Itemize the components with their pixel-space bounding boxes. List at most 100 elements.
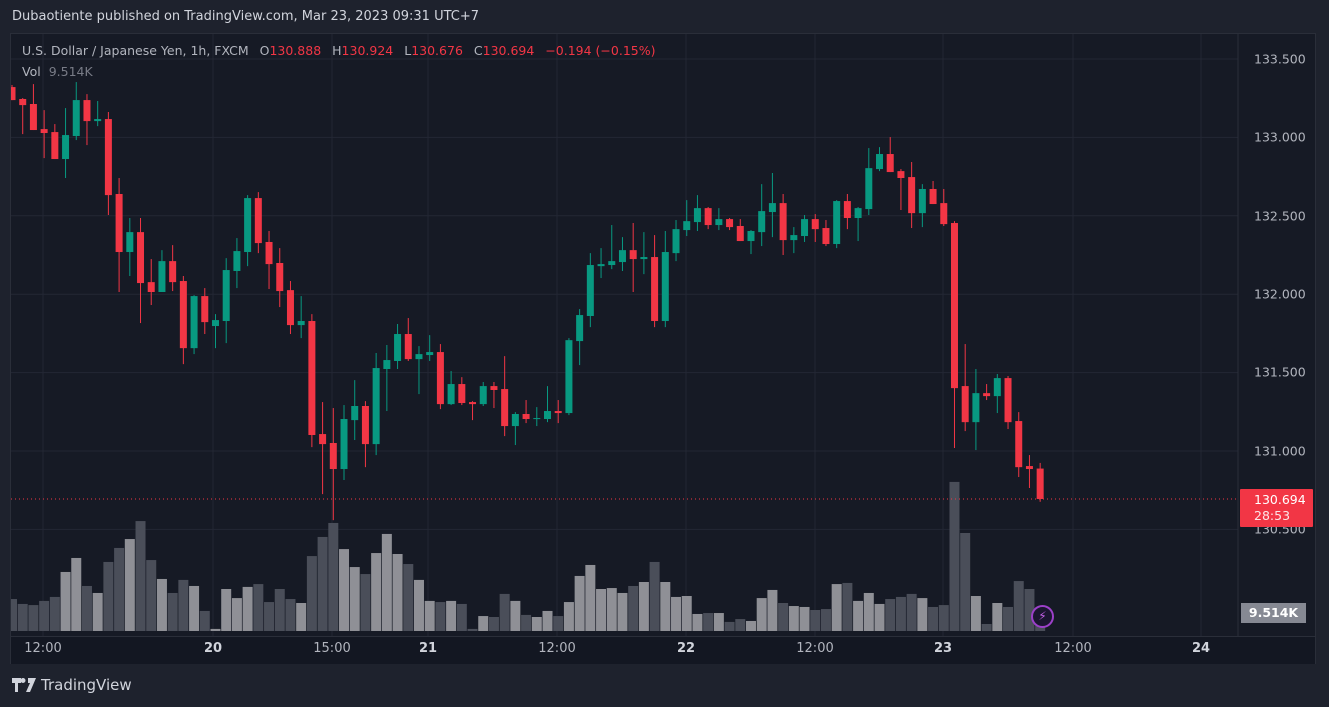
time-tick: 22 [676,641,696,656]
candle-body [629,250,637,260]
candle-body [940,203,948,225]
candle-body [854,208,862,218]
volume-bar [938,605,949,631]
candle-body [297,321,305,326]
volume-bar [178,579,189,631]
price-tick: 131.000 [1254,443,1306,459]
price-tick: 132.000 [1254,286,1306,302]
candle-body [661,252,669,322]
volume-bar [253,584,264,631]
volume-bar [724,621,735,631]
candle-body [1004,378,1012,423]
volume-bar [767,589,778,631]
volume-bar [820,609,831,631]
candle-body [115,194,123,253]
volume-bar [156,578,167,631]
candle-body [479,386,487,405]
candle-body [586,265,594,316]
candle-body [147,282,155,293]
candle-body [918,188,926,214]
candle-body [1036,468,1044,499]
candle-body [608,261,616,266]
candle-body [651,257,659,322]
close-value: 130.694 [482,43,535,58]
time-axis[interactable] [11,636,1315,664]
candle-body [522,413,530,420]
candle-body [533,418,541,420]
candle-body [11,87,16,101]
candle-body [158,261,166,293]
time-tick: 12:00 [1054,641,1092,656]
grid-lines [11,34,1238,636]
candle-body [1025,466,1033,470]
candle-body [768,203,776,213]
candle-body [801,219,809,237]
open-value: 130.888 [269,43,322,58]
volume-bar [649,561,660,631]
candle-body [811,219,819,230]
volume-bar [617,592,628,631]
candle-body [233,251,241,271]
volume-bar [92,592,103,631]
price-tick: 131.500 [1254,364,1306,380]
symbol-legend[interactable]: U.S. Dollar / Japanese Yen, 1h, FXCM O13… [22,43,655,58]
candle-body [276,262,284,292]
volume-bar [810,609,821,631]
candle-body [458,384,466,404]
candle-body [693,208,701,223]
volume-bar [392,553,403,631]
tradingview-logo[interactable]: TradingView [12,676,132,694]
candle-body [972,393,980,423]
candle-body [779,203,787,241]
volume-bar [510,600,521,631]
candle-body [843,201,851,218]
volume-bar [788,606,799,631]
volume-bar [521,614,532,631]
volume-bar [606,588,617,631]
candle-body [319,434,327,445]
high-value: 130.924 [341,43,394,58]
volume-bar [745,620,756,631]
candle-body [265,241,273,265]
volume-bar [713,613,724,631]
candle-body [511,413,519,427]
chart-panel[interactable] [10,33,1316,664]
volume-bar [478,616,489,631]
volume-bar [992,602,1003,631]
volume-bar [681,595,692,631]
candle-body [169,261,177,283]
footer-logo-text: TradingView [41,676,132,694]
time-tick: 12:00 [24,641,62,656]
candle-body [372,368,380,445]
candle-body [447,384,455,405]
volume-bar [317,536,328,631]
volume-bar [446,600,457,631]
candle-body [436,352,444,405]
bar-countdown: 28:53 [1254,508,1291,523]
low-label: L [404,43,412,58]
candle-body [747,231,755,242]
candle-body [51,132,59,160]
volume-bar [199,610,210,631]
volume-bar [231,598,242,631]
volume-bar [360,574,371,631]
tradingview-logo-icon [12,678,36,692]
volume-bar [895,596,906,631]
candle-body [29,104,37,131]
volume-bar [124,539,135,631]
volume-bar [403,564,414,631]
volume-bar [778,602,789,631]
change-value: −0.194 (−0.15%) [545,43,656,58]
candle-body [415,354,423,360]
volume-bar [1003,606,1014,631]
volume-bar [574,575,585,631]
candle-body [490,386,498,391]
volume-bar [703,613,714,631]
volume-bar [585,564,596,631]
open-label: O [259,43,270,58]
lightning-bolt-icon[interactable]: ⚡ [1031,605,1054,628]
volume-bar [11,599,17,631]
volume-legend[interactable]: Vol 9.514K [22,64,93,79]
volume-bar [189,585,200,631]
